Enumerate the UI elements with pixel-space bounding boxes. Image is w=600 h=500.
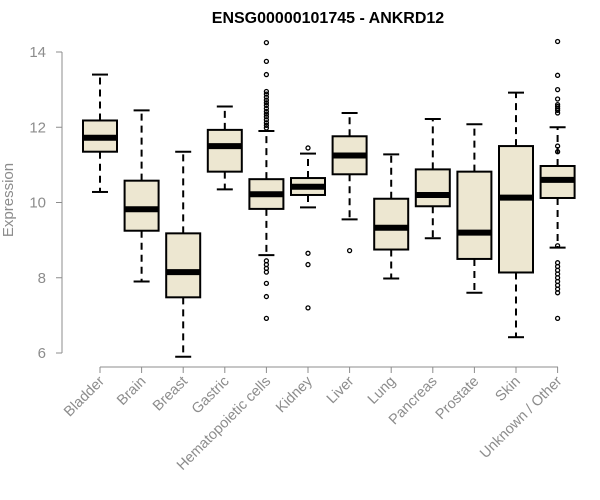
box-group — [206, 105, 243, 191]
box-group — [498, 91, 534, 339]
box-iqr — [206, 128, 243, 173]
chart-title: ENSG00000101745 - ANKRD12 — [212, 10, 445, 27]
box-iqr — [165, 232, 202, 299]
outlier-point — [263, 108, 270, 115]
outlier-point — [554, 243, 561, 249]
y-tick-label: 12 — [29, 119, 46, 136]
x-tick-label: Skin — [493, 374, 524, 405]
x-tick-label: Bladder — [61, 373, 108, 420]
y-tick-label: 10 — [29, 195, 46, 212]
outlier-point — [554, 110, 561, 116]
outlier-point — [554, 86, 561, 93]
outlier-point — [263, 315, 270, 322]
outlier-point — [263, 125, 270, 131]
outlier-point — [263, 120, 270, 126]
outlier-point — [263, 269, 270, 275]
outlier-point — [263, 58, 270, 65]
outlier-point — [263, 97, 270, 103]
box-group — [414, 117, 451, 240]
y-axis-ticks: 6 8 10 12 14 — [29, 44, 62, 362]
outlier-point — [263, 91, 270, 97]
outlier-point — [554, 38, 561, 45]
box-group — [331, 111, 368, 254]
outlier-point — [554, 72, 561, 78]
outlier-point — [263, 111, 270, 117]
box-series — [82, 38, 576, 358]
box-group — [123, 109, 160, 283]
x-tick-label: Lung — [365, 374, 399, 408]
box-iqr — [123, 179, 160, 232]
outlier-point — [554, 149, 561, 155]
y-tick-label: 6 — [38, 345, 46, 362]
outlier-point — [554, 96, 561, 102]
box-iqr — [373, 197, 410, 251]
outlier-point — [305, 250, 311, 256]
outlier-point — [554, 290, 561, 296]
outlier-point — [263, 122, 270, 129]
x-tick-label: Liver — [324, 373, 358, 407]
y-tick-label: 8 — [38, 270, 46, 287]
box-iqr — [498, 145, 534, 274]
outlier-point — [263, 117, 270, 123]
outlier-point — [305, 305, 311, 311]
outlier-point — [554, 143, 561, 149]
outlier-point — [554, 107, 561, 113]
outlier-point — [305, 261, 311, 268]
box-iqr — [456, 170, 493, 260]
y-axis-label: Expression — [0, 163, 17, 237]
y-tick-label: 14 — [29, 44, 46, 61]
box-iqr — [414, 168, 451, 208]
box-group — [82, 73, 118, 193]
outlier-point — [263, 105, 270, 112]
outlier-point — [263, 114, 270, 120]
x-tick-label: Brain — [114, 374, 149, 409]
outlier-point — [554, 315, 561, 322]
outlier-point — [263, 293, 270, 300]
x-tick-label: Kidney — [273, 373, 316, 416]
outlier-point — [263, 102, 270, 109]
x-tick-label: Prostate — [433, 374, 482, 423]
x-tick-label: Breast — [150, 374, 191, 415]
box-group — [248, 39, 285, 322]
outlier-point — [305, 145, 311, 151]
box-group — [539, 38, 576, 322]
outlier-point — [263, 88, 270, 95]
box-group — [290, 145, 326, 311]
outlier-point — [263, 100, 270, 106]
box-group — [373, 153, 410, 280]
outlier-point — [263, 39, 270, 46]
outlier-point — [263, 94, 270, 100]
outlier-point — [346, 248, 353, 254]
box-group — [456, 123, 493, 294]
box-group — [165, 150, 202, 358]
outlier-point — [263, 71, 270, 78]
outlier-point — [263, 280, 270, 287]
